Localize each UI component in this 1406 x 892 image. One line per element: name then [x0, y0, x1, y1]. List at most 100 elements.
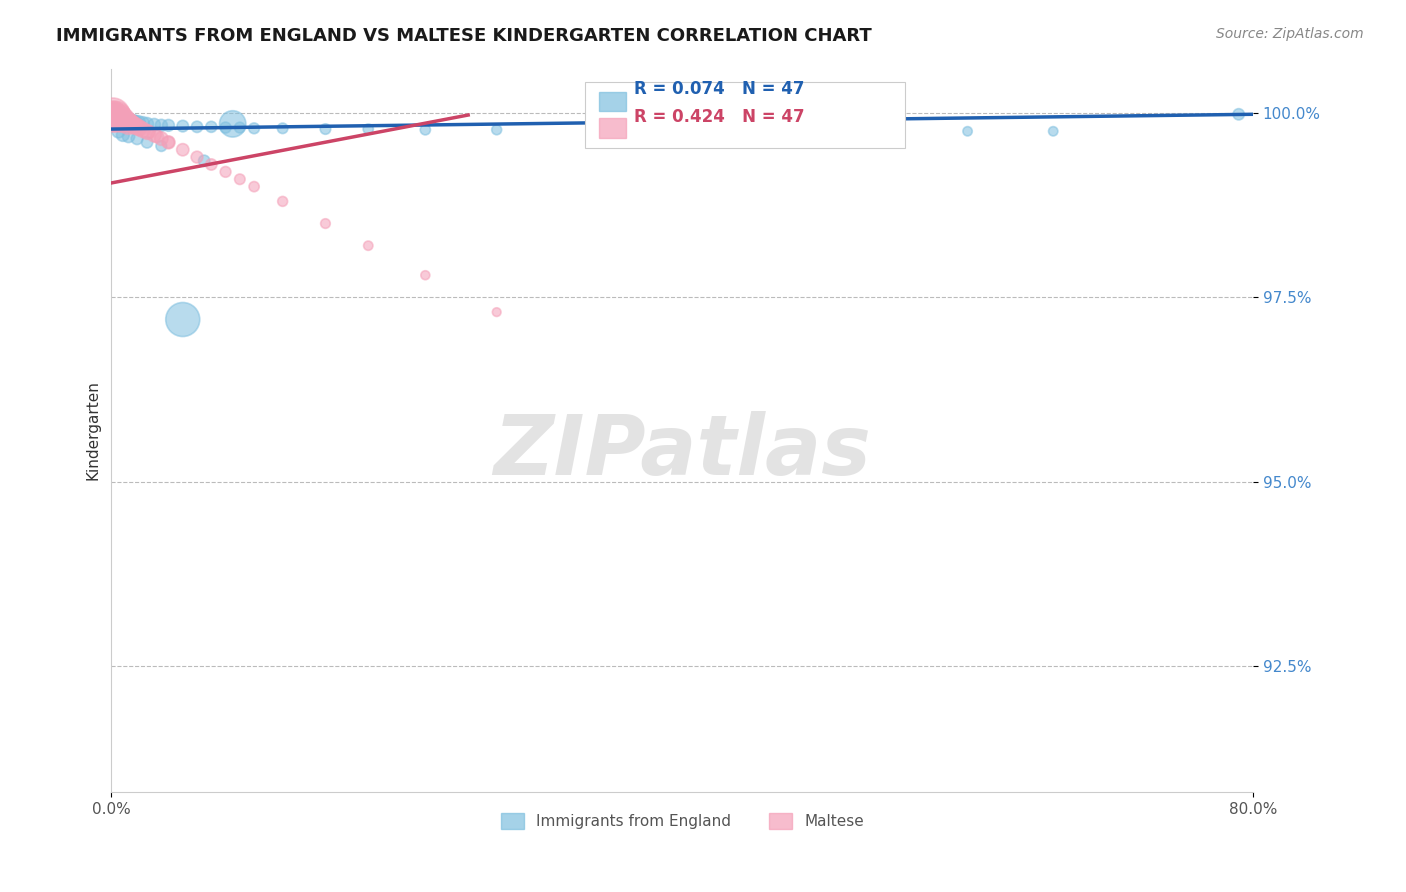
- Point: [357, 122, 380, 136]
- Point: [115, 113, 138, 128]
- Point: [146, 129, 169, 144]
- FancyBboxPatch shape: [599, 119, 626, 138]
- Point: [114, 114, 136, 128]
- Point: [117, 115, 139, 129]
- Legend: Immigrants from England, Maltese: Immigrants from England, Maltese: [495, 806, 870, 835]
- Point: [1042, 124, 1064, 138]
- Point: [104, 109, 127, 123]
- Point: [150, 119, 173, 133]
- Point: [485, 305, 508, 319]
- Point: [114, 113, 136, 128]
- Text: Source: ZipAtlas.com: Source: ZipAtlas.com: [1216, 27, 1364, 41]
- Point: [186, 150, 208, 164]
- Text: IMMIGRANTS FROM ENGLAND VS MALTESE KINDERGARTEN CORRELATION CHART: IMMIGRANTS FROM ENGLAND VS MALTESE KINDE…: [56, 27, 872, 45]
- Point: [107, 110, 129, 124]
- Point: [101, 107, 124, 121]
- Point: [229, 120, 252, 135]
- Point: [112, 113, 135, 128]
- Y-axis label: Kindergarten: Kindergarten: [86, 380, 100, 480]
- Point: [118, 116, 141, 130]
- Point: [138, 125, 160, 139]
- Point: [117, 115, 139, 129]
- Point: [121, 118, 143, 132]
- Point: [193, 153, 215, 168]
- Point: [101, 107, 124, 121]
- FancyBboxPatch shape: [585, 81, 905, 148]
- Point: [136, 125, 159, 139]
- Point: [314, 217, 336, 231]
- Point: [108, 112, 131, 126]
- Point: [243, 121, 266, 136]
- Point: [111, 113, 134, 128]
- Point: [714, 123, 737, 137]
- Point: [150, 131, 173, 145]
- Point: [136, 117, 159, 131]
- Point: [136, 136, 159, 150]
- Point: [172, 119, 194, 133]
- Point: [1227, 107, 1250, 121]
- Point: [129, 121, 152, 136]
- Point: [485, 123, 508, 137]
- Point: [104, 110, 127, 124]
- Point: [157, 119, 180, 133]
- Point: [103, 108, 125, 122]
- Point: [115, 114, 138, 128]
- Point: [112, 112, 135, 127]
- Point: [814, 124, 837, 138]
- Point: [124, 115, 146, 129]
- Point: [108, 111, 131, 125]
- Point: [105, 110, 128, 124]
- Point: [150, 139, 173, 153]
- Text: ZIPatlas: ZIPatlas: [494, 411, 872, 492]
- Point: [599, 123, 621, 137]
- Point: [103, 109, 125, 123]
- Point: [110, 112, 132, 126]
- Point: [157, 136, 180, 150]
- Point: [107, 111, 129, 125]
- Point: [132, 123, 155, 137]
- Point: [415, 123, 437, 137]
- Point: [117, 117, 139, 131]
- Point: [117, 114, 139, 128]
- Point: [956, 124, 979, 138]
- Point: [122, 119, 145, 133]
- Point: [172, 143, 194, 157]
- Point: [117, 129, 139, 144]
- Point: [111, 113, 134, 128]
- Point: [107, 111, 129, 125]
- Point: [271, 121, 294, 136]
- Point: [108, 111, 131, 125]
- Point: [229, 172, 252, 186]
- Point: [105, 110, 128, 124]
- Point: [200, 157, 222, 171]
- Point: [128, 115, 150, 129]
- Point: [121, 114, 143, 128]
- Point: [118, 114, 141, 128]
- Point: [128, 120, 150, 135]
- Point: [124, 119, 146, 133]
- Point: [271, 194, 294, 209]
- Point: [143, 118, 166, 132]
- Point: [157, 136, 180, 150]
- Point: [186, 120, 208, 134]
- Text: R = 0.074   N = 47: R = 0.074 N = 47: [634, 80, 804, 98]
- Point: [127, 131, 149, 145]
- FancyBboxPatch shape: [599, 92, 626, 112]
- Point: [111, 112, 134, 127]
- Point: [101, 108, 124, 122]
- Point: [111, 128, 134, 142]
- Point: [200, 120, 222, 134]
- Point: [222, 117, 245, 131]
- Point: [103, 109, 125, 123]
- Point: [143, 128, 166, 142]
- Point: [104, 110, 127, 124]
- Point: [243, 179, 266, 194]
- Point: [132, 116, 155, 130]
- Point: [214, 165, 236, 179]
- Point: [357, 238, 380, 252]
- Point: [107, 124, 129, 138]
- Text: R = 0.424   N = 47: R = 0.424 N = 47: [634, 108, 804, 126]
- Point: [314, 122, 336, 136]
- Point: [214, 120, 236, 135]
- Point: [110, 112, 132, 126]
